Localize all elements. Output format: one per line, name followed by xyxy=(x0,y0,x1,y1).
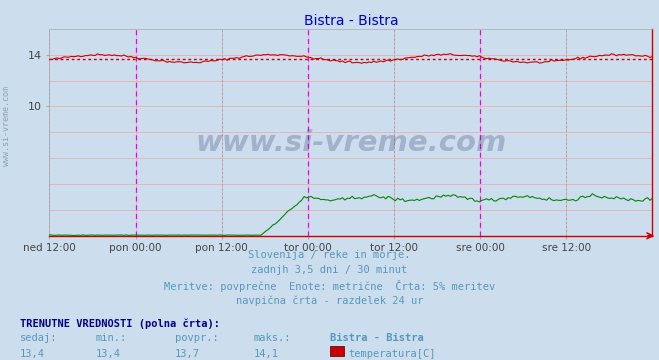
Text: www.si-vreme.com: www.si-vreme.com xyxy=(2,86,11,166)
Text: 13,7: 13,7 xyxy=(175,349,200,359)
Text: temperatura[C]: temperatura[C] xyxy=(348,349,436,359)
Text: povpr.:: povpr.: xyxy=(175,333,218,343)
Text: 13,4: 13,4 xyxy=(96,349,121,359)
Text: sedaj:: sedaj: xyxy=(20,333,57,343)
Text: 14,1: 14,1 xyxy=(254,349,279,359)
Text: Bistra - Bistra: Bistra - Bistra xyxy=(330,333,423,343)
Text: Slovenija / reke in morje.: Slovenija / reke in morje. xyxy=(248,250,411,260)
Title: Bistra - Bistra: Bistra - Bistra xyxy=(304,14,398,28)
Text: zadnjh 3,5 dni / 30 minut: zadnjh 3,5 dni / 30 minut xyxy=(251,265,408,275)
Text: 13,4: 13,4 xyxy=(20,349,45,359)
Text: www.si-vreme.com: www.si-vreme.com xyxy=(195,129,507,157)
Text: navpična črta - razdelek 24 ur: navpična črta - razdelek 24 ur xyxy=(236,296,423,306)
Text: TRENUTNE VREDNOSTI (polna črta):: TRENUTNE VREDNOSTI (polna črta): xyxy=(20,319,219,329)
Text: maks.:: maks.: xyxy=(254,333,291,343)
Text: Meritve: povprečne  Enote: metrične  Črta: 5% meritev: Meritve: povprečne Enote: metrične Črta:… xyxy=(164,280,495,292)
Text: min.:: min.: xyxy=(96,333,127,343)
